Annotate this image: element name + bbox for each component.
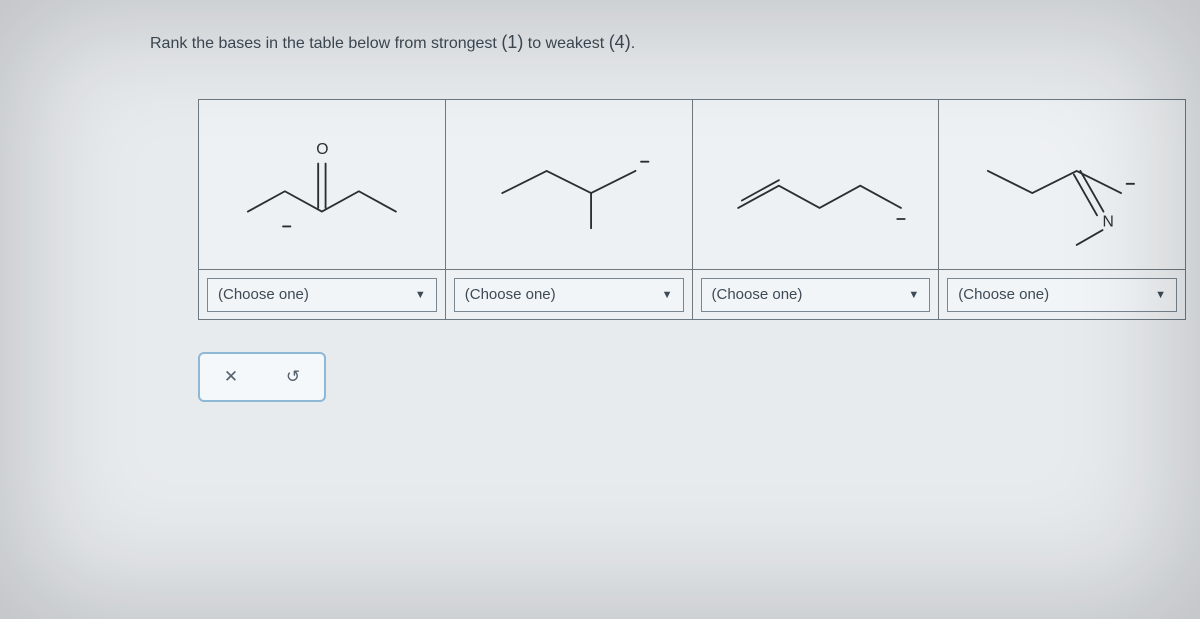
structure-1-svg: O bbox=[207, 108, 437, 256]
structure-4-svg: N bbox=[947, 108, 1177, 256]
action-bar: ✕ ↺ bbox=[198, 352, 326, 402]
chevron-down-icon: ▼ bbox=[1155, 289, 1166, 301]
structure-2-svg bbox=[454, 108, 684, 256]
chevron-down-icon: ▼ bbox=[415, 289, 426, 301]
atom-label-o: O bbox=[316, 141, 328, 158]
structure-cell-2 bbox=[445, 100, 692, 270]
dropdown-label: (Choose one) bbox=[465, 286, 556, 303]
question-text: Rank the bases in the table below from s… bbox=[150, 32, 1164, 53]
rank-dropdown-3[interactable]: (Choose one) ▼ bbox=[701, 278, 931, 312]
rank-dropdown-4[interactable]: (Choose one) ▼ bbox=[947, 278, 1177, 312]
q-four: (4) bbox=[609, 32, 631, 52]
q-mid: to weakest bbox=[523, 35, 608, 52]
structure-3-svg bbox=[701, 108, 931, 256]
q-suffix: . bbox=[631, 35, 635, 52]
dropdown-cell-1: (Choose one) ▼ bbox=[199, 270, 446, 320]
dropdown-label: (Choose one) bbox=[958, 286, 1049, 303]
dropdown-row: (Choose one) ▼ (Choose one) ▼ (Choose on… bbox=[199, 270, 1186, 320]
structure-cell-1: O bbox=[199, 100, 446, 270]
dropdown-label: (Choose one) bbox=[712, 286, 803, 303]
undo-icon: ↺ bbox=[286, 367, 300, 387]
rank-dropdown-1[interactable]: (Choose one) ▼ bbox=[207, 278, 437, 312]
chevron-down-icon: ▼ bbox=[908, 289, 919, 301]
close-icon: ✕ bbox=[224, 367, 238, 387]
ranking-table: O bbox=[198, 99, 1186, 320]
rank-dropdown-2[interactable]: (Choose one) ▼ bbox=[454, 278, 684, 312]
ranking-table-wrap: O bbox=[198, 99, 1186, 320]
atom-label-n: N bbox=[1103, 213, 1114, 230]
q-prefix: Rank the bases in the table below from s… bbox=[150, 35, 501, 52]
q-one: (1) bbox=[501, 32, 523, 52]
structure-cell-4: N bbox=[939, 100, 1186, 270]
dropdown-cell-4: (Choose one) ▼ bbox=[939, 270, 1186, 320]
chevron-down-icon: ▼ bbox=[662, 289, 673, 301]
dropdown-cell-2: (Choose one) ▼ bbox=[445, 270, 692, 320]
structure-row: O bbox=[199, 100, 1186, 270]
structure-cell-3 bbox=[692, 100, 939, 270]
dropdown-cell-3: (Choose one) ▼ bbox=[692, 270, 939, 320]
question-page: Rank the bases in the table below from s… bbox=[0, 0, 1200, 402]
dropdown-label: (Choose one) bbox=[218, 286, 309, 303]
clear-button[interactable]: ✕ bbox=[211, 354, 251, 400]
reset-button[interactable]: ↺ bbox=[273, 354, 313, 400]
